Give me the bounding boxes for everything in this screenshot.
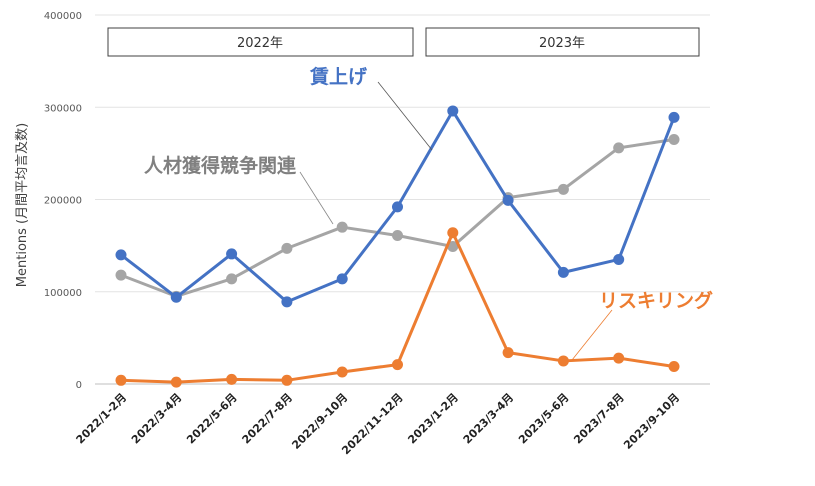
data-point	[115, 374, 127, 386]
data-point	[668, 134, 680, 146]
series-2	[115, 227, 680, 388]
data-point	[557, 183, 569, 195]
data-point	[668, 111, 680, 123]
data-point	[447, 227, 459, 239]
data-point	[557, 355, 569, 367]
y-tick-label: 0	[76, 380, 82, 391]
series-label-talent: 人材獲得競争関連	[144, 154, 297, 177]
data-point	[170, 291, 182, 303]
x-tick-label: 2023/1-2月	[405, 391, 461, 447]
x-tick-label: 2022/9-10月	[289, 391, 350, 452]
period-label-2023: 2023年	[539, 36, 585, 51]
data-point	[281, 296, 293, 308]
data-point	[115, 249, 127, 261]
x-tick-label: 2022/3-4月	[129, 391, 185, 447]
data-point	[226, 248, 238, 260]
data-point	[557, 266, 569, 278]
x-axis-ticks: 2022/1-2月 2022/3-4月 2022/5-6月 2022/7-8月2022…	[74, 391, 683, 457]
period-header-2023: 2023年	[425, 27, 700, 57]
x-tick-label: 2023/9-10月	[621, 391, 682, 452]
data-point	[115, 269, 127, 281]
y-tick-label: 200000	[44, 196, 82, 207]
data-point	[336, 273, 348, 285]
x-tick-label: 2023/3-4月	[461, 391, 517, 447]
series-label-wage: 賃上げ	[309, 65, 368, 88]
y-tick-label: 300000	[44, 103, 82, 114]
period-header-2022: 2022年	[107, 27, 414, 57]
data-point	[447, 241, 459, 253]
data-point	[502, 194, 514, 206]
data-point	[170, 376, 182, 388]
data-point	[613, 352, 625, 364]
data-point	[447, 105, 459, 117]
data-point	[281, 374, 293, 386]
x-tick-label: 2022/7-8月	[240, 391, 296, 447]
data-point	[336, 366, 348, 378]
data-point	[668, 360, 680, 372]
series-0	[115, 105, 680, 308]
data-point	[392, 359, 403, 371]
data-point	[392, 201, 403, 213]
data-point	[613, 142, 625, 154]
x-tick-label: 2022/5-6月	[184, 391, 240, 447]
data-point	[226, 273, 238, 285]
data-point	[226, 373, 238, 385]
leader-line-reskilling	[571, 309, 613, 361]
data-point	[281, 242, 293, 254]
leader-line-wage	[377, 81, 433, 151]
x-tick-label: 2022/1-2月	[74, 391, 130, 447]
x-tick-label: 2023/7-8月	[571, 391, 627, 447]
y-tick-label: 100000	[44, 288, 82, 299]
data-point	[392, 229, 403, 241]
leader-line-talent	[299, 171, 334, 225]
data-point	[336, 221, 348, 233]
period-label-2022: 2022年	[237, 36, 283, 51]
x-tick-label: 2023/5-6月	[516, 391, 572, 447]
y-axis-label: Mentions (月間平均言及数)	[15, 123, 30, 287]
y-axis-ticks: 0 100000 200000 300000 400000	[44, 11, 82, 391]
series-label-reskilling: リスキリング	[599, 289, 713, 312]
data-point	[613, 253, 625, 265]
y-tick-label: 400000	[44, 11, 82, 22]
series-group	[115, 105, 680, 388]
data-point	[502, 347, 514, 359]
